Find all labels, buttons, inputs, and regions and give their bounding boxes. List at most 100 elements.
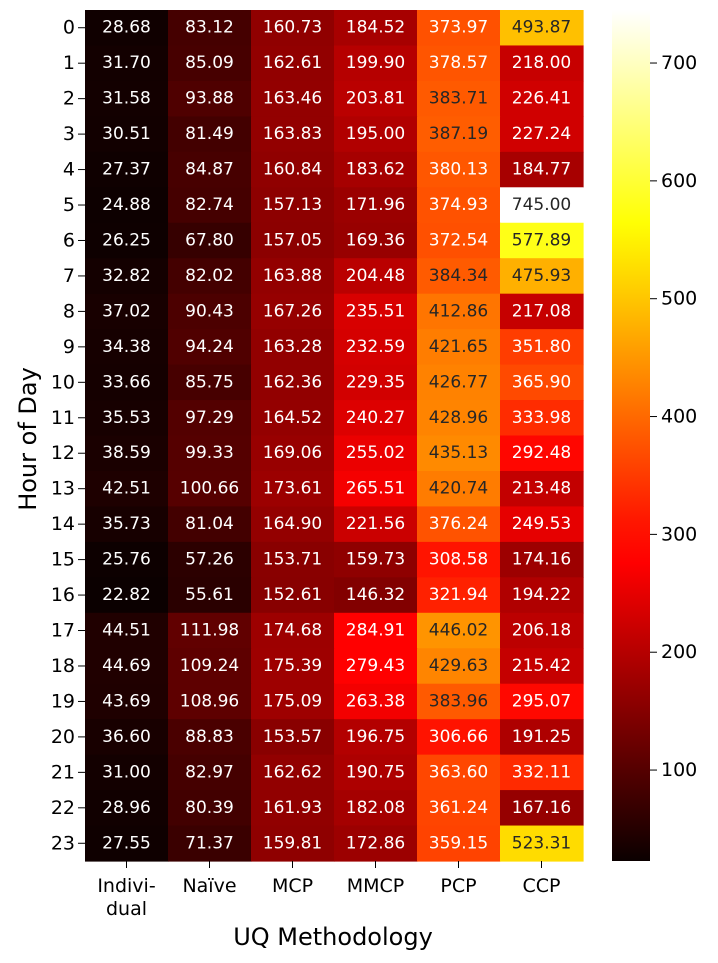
heatmap-cell (417, 151, 501, 188)
heatmap-cell (85, 222, 169, 259)
heatmap-cell (251, 80, 335, 117)
heatmap-cell (251, 116, 335, 153)
heatmap-cell (334, 151, 418, 188)
heatmap-cell (168, 435, 252, 472)
x-tick-labels: Indivi-dual Naïve MCP MMCP PCP CCP (97, 861, 561, 920)
heatmap-cells: 28.68 83.12 160.73 184.52 373.97 493.87 31.70 8… (85, 10, 584, 862)
cell-value-label: 43.69 (102, 691, 151, 711)
heatmap-cell (85, 648, 169, 685)
heatmap-cell (168, 364, 252, 401)
heatmap-cell (85, 116, 169, 153)
heatmap-cell (417, 400, 501, 437)
cell-value-label: 33.66 (102, 372, 151, 392)
heatmap-cell (334, 541, 418, 578)
heatmap-cell (334, 116, 418, 153)
cell-value-label: 108.96 (180, 691, 239, 711)
cell-value-label: 153.57 (263, 727, 322, 747)
heatmap-cell (334, 187, 418, 224)
heatmap-cell (85, 683, 169, 720)
cell-value-label: 374.93 (429, 195, 488, 215)
cell-value-label: 57.26 (185, 550, 234, 570)
heatmap-cell (85, 45, 169, 82)
heatmap-cell (500, 45, 584, 82)
y-tick-label: 4 (63, 159, 75, 181)
heatmap-cell (334, 45, 418, 82)
heatmap-cell (500, 80, 584, 117)
cell-value-label: 435.13 (429, 443, 488, 463)
cell-value-label: 153.71 (263, 550, 322, 570)
cell-value-label: 206.18 (512, 621, 571, 641)
heatmap-cell (251, 10, 335, 47)
cell-value-label: 218.00 (512, 53, 571, 73)
y-tick-label: 7 (63, 265, 75, 287)
heatmap-cell (168, 116, 252, 153)
cell-value-label: 172.86 (346, 833, 405, 853)
heatmap-cell (251, 258, 335, 295)
cell-value-label: 420.74 (429, 479, 488, 499)
heatmap-cell (168, 683, 252, 720)
colorbar-gradient (612, 10, 650, 861)
heatmap-cell (417, 116, 501, 153)
x-axis-title: UQ Methodology (233, 923, 433, 951)
y-tick-label: 8 (63, 300, 75, 322)
heatmap-cell (334, 506, 418, 543)
heatmap-cell (417, 435, 501, 472)
cell-value-label: 184.52 (346, 18, 405, 38)
cell-value-label: 44.51 (102, 621, 151, 641)
cell-value-label: 82.97 (185, 762, 234, 782)
y-tick-label: 18 (51, 655, 75, 677)
cell-value-label: 493.87 (512, 18, 571, 38)
heatmap-cell (168, 648, 252, 685)
colorbar-tick-label: 400 (661, 406, 697, 428)
cell-value-label: 306.66 (429, 727, 488, 747)
heatmap-cell (85, 612, 169, 649)
cell-value-label: 85.75 (185, 372, 234, 392)
cell-value-label: 161.93 (263, 798, 322, 818)
cell-value-label: 204.48 (346, 266, 405, 286)
heatmap-cell (85, 151, 169, 188)
y-tick-label: 17 (51, 620, 75, 642)
cell-value-label: 31.70 (102, 53, 151, 73)
heatmap-cell (500, 825, 584, 862)
cell-value-label: 412.86 (429, 301, 488, 321)
cell-value-label: 384.34 (429, 266, 488, 286)
cell-value-label: 249.53 (512, 514, 571, 534)
heatmap-cell (334, 435, 418, 472)
cell-value-label: 83.12 (185, 18, 234, 38)
cell-value-label: 159.73 (346, 550, 405, 570)
cell-value-label: 71.37 (185, 833, 234, 853)
y-tick-label: 22 (51, 797, 75, 819)
cell-value-label: 31.58 (102, 89, 151, 109)
heatmap-cell (500, 470, 584, 508)
cell-value-label: 203.81 (346, 89, 405, 109)
heatmap-cell (85, 470, 169, 508)
cell-value-label: 159.81 (263, 833, 322, 853)
heatmap-cell (500, 541, 584, 578)
heatmap-cell (334, 790, 418, 827)
x-tick-label: MMCP (347, 875, 405, 897)
heatmap-cell (417, 683, 501, 720)
cell-value-label: 38.59 (102, 443, 151, 463)
heatmap-cell (85, 258, 169, 295)
y-tick-label: 10 (51, 371, 75, 393)
cell-value-label: 235.51 (346, 301, 405, 321)
heatmap-cell (417, 470, 501, 508)
y-tick-label: 15 (51, 549, 75, 571)
cell-value-label: 183.62 (346, 160, 405, 180)
cell-value-label: 94.24 (185, 337, 234, 357)
cell-value-label: 80.39 (185, 798, 234, 818)
heatmap-cell (417, 10, 501, 47)
cell-value-label: 191.25 (512, 727, 571, 747)
heatmap-cell (334, 10, 418, 47)
cell-value-label: 321.94 (429, 585, 488, 605)
colorbar: 100 200 300 400 500 600 700 (612, 10, 697, 861)
heatmap-cell (251, 577, 335, 614)
heatmap-cell (85, 790, 169, 827)
cell-value-label: 42.51 (102, 479, 151, 499)
y-tick-label: 1 (63, 52, 75, 74)
heatmap-cell (500, 364, 584, 401)
y-tick-label: 14 (51, 513, 75, 535)
y-tick-label: 11 (51, 407, 75, 429)
cell-value-label: 27.37 (102, 160, 151, 180)
heatmap-cell (168, 258, 252, 295)
